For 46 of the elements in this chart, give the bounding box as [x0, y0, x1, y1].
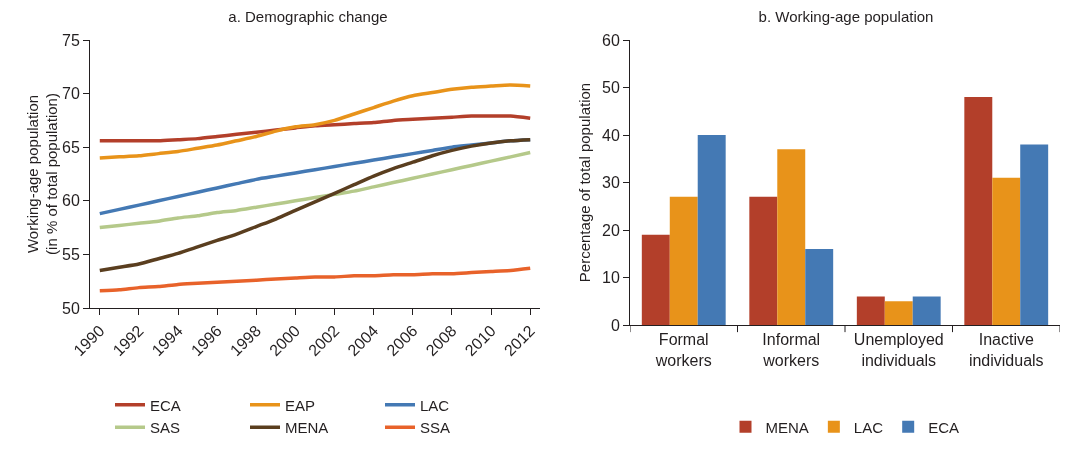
y-tick-label: 60: [62, 192, 80, 210]
y-tick-label: 75: [62, 31, 80, 49]
bar: [856, 296, 885, 325]
x-tick-label: Informal workers: [762, 331, 821, 369]
chart-title: a. Demographic change: [228, 7, 388, 25]
x-tick-label: Unemployed individuals: [853, 331, 944, 369]
bar: [805, 249, 834, 325]
legend-label: SAS: [150, 419, 181, 436]
y-axis-title: Percentage of total population: [576, 82, 593, 283]
chart-title: b. Working-age population: [758, 7, 934, 25]
line-series: [98, 266, 532, 293]
bar: [884, 301, 913, 325]
legend-label: ECA: [150, 396, 181, 414]
x-tick-label: Formal workers: [654, 331, 712, 369]
legend-label: LAC: [853, 418, 884, 436]
y-tick-label: 70: [62, 85, 80, 103]
legend-label: LAC: [420, 396, 450, 414]
y-tick-label: 50: [62, 299, 80, 317]
bar: [749, 196, 778, 325]
y-tick-label: 65: [62, 138, 80, 156]
y-tick-label: 40: [602, 126, 620, 144]
bar: [992, 177, 1021, 325]
bar: [964, 97, 993, 325]
y-tick-label: 60: [602, 31, 620, 49]
y-tick-label: 0: [610, 316, 620, 334]
y-tick-label: 50: [602, 79, 620, 97]
y-tick-label: 10: [602, 269, 620, 287]
line-series: [98, 137, 532, 273]
bar: [1020, 144, 1049, 325]
legend-label: MENA: [285, 419, 329, 436]
y-tick-label: 20: [602, 221, 620, 239]
bar: [669, 196, 698, 325]
bar: [697, 135, 726, 325]
bar: [641, 234, 670, 325]
y-axis-title: Working-age population (in % of total population): [23, 93, 60, 255]
bar: [912, 296, 941, 325]
bar: [777, 149, 806, 325]
legend-label: ECA: [928, 418, 960, 436]
y-tick-label: 55: [62, 246, 80, 263]
line-series: [98, 83, 532, 160]
legend-label: MENA: [765, 418, 809, 436]
x-tick-label: Inactive individuals: [968, 331, 1044, 369]
legend-label: SSA: [420, 419, 451, 436]
legend-label: EAP: [285, 396, 316, 414]
y-tick-label: 30: [602, 174, 620, 192]
line-series: [98, 150, 532, 230]
